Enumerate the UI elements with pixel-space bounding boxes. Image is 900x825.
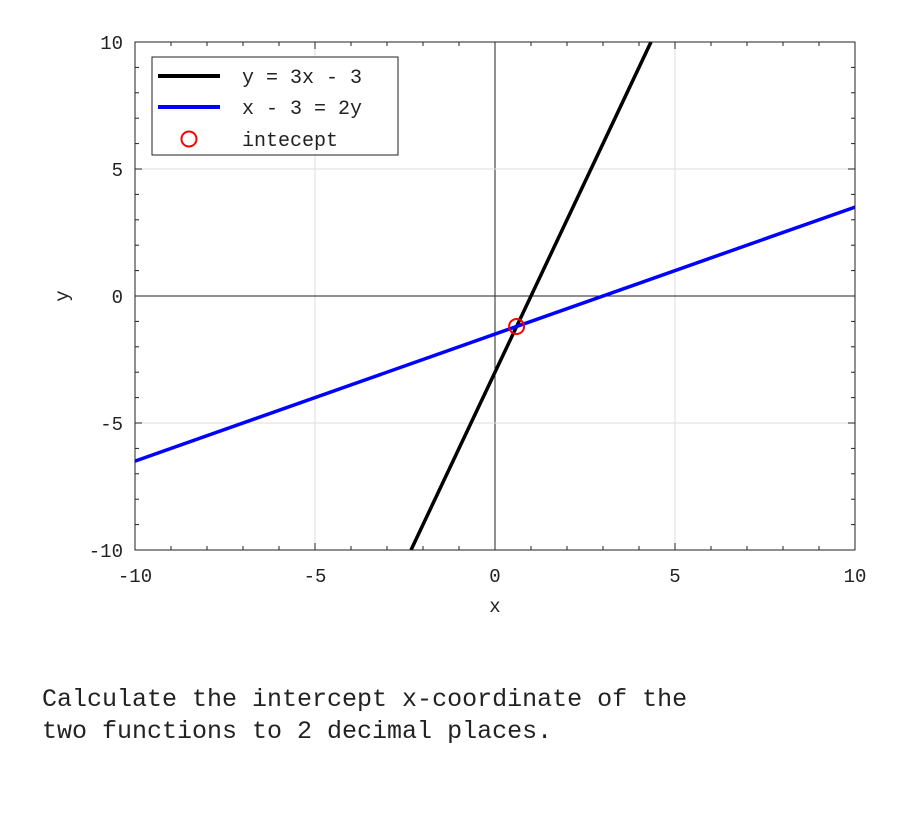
y-tick-label: 10 [100,33,123,55]
legend-marker-circle [180,130,198,148]
y-axis-label: y [52,290,74,301]
grid [135,42,855,550]
series-line-1 [134,205,856,463]
legend: y = 3x - 3 x - 3 = 2y intecept [151,56,399,156]
question-text: Calculate the intercept x-coordinate of … [42,685,688,746]
y-tick-label: -10 [89,541,123,563]
x-tick-label: 10 [844,566,867,588]
legend-label: intecept [242,130,338,153]
x-axis-label: x [489,596,500,618]
x-tick-label: 5 [669,566,680,588]
y-tick-label: 0 [112,287,123,309]
intercept-point [508,317,526,335]
chart: -10 -5 0 5 10 -10 -5 0 5 10 x y y = 3x - 3 x - 3 … [52,33,867,618]
x-tick-label: 0 [489,566,500,588]
x-tick-label: -10 [118,566,152,588]
legend-label: y = 3x - 3 [242,67,362,90]
tick-labels: -10 -5 0 5 10 -10 -5 0 5 10 [89,33,867,588]
y-tick-label: 5 [112,160,123,182]
x-tick-label: -5 [304,566,327,588]
legend-label: x - 3 = 2y [242,98,362,121]
series-line-0 [409,41,653,551]
series-lines [134,41,856,551]
plot-frame [134,41,856,551]
y-tick-label: -5 [100,414,123,436]
